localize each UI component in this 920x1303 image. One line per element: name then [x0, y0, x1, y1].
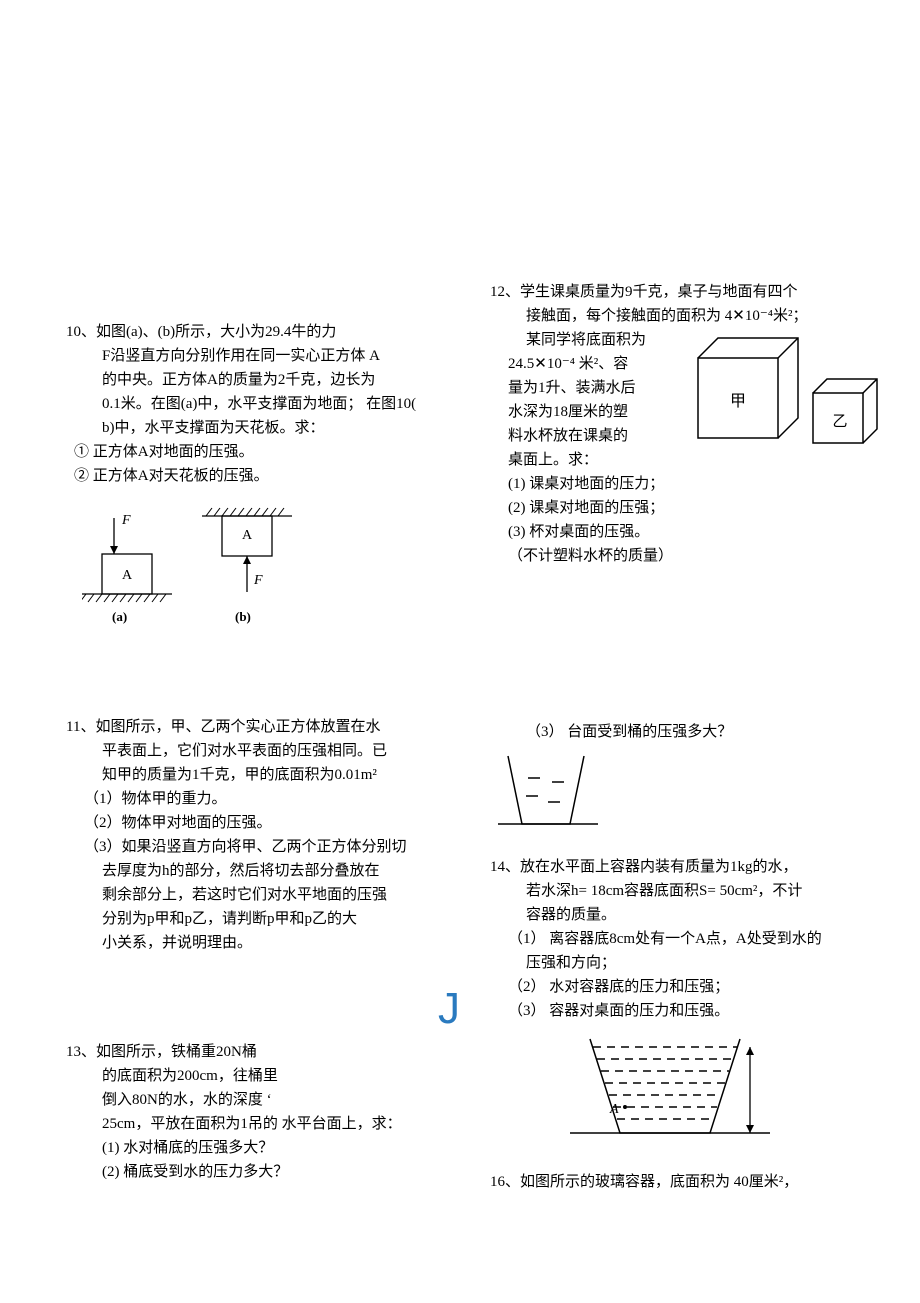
q16-stem: 16、如图所示的玻璃容器，底面积为 40厘米²， [490, 1170, 880, 1194]
question-13-cont: （3） 台面受到桶的压强多大？ [490, 720, 880, 838]
q10-line2: F沿竖直方向分别作用在同一实心正方体 A [66, 344, 466, 368]
q16-num: 16、 [490, 1174, 520, 1190]
q11-sub3d: 分别为p甲和p乙，请判断p甲和p乙的大 [66, 907, 466, 931]
q12-line2: 接触面，每个接触面的面积为 4✕10⁻⁴米²； [490, 304, 880, 328]
q10-fig-A-b: A [242, 528, 253, 543]
q14-line3: 容器的质量。 [490, 903, 880, 927]
q13-sub3: （3） 台面受到桶的压强多大？ [490, 720, 880, 744]
q13-stem: 13、如图所示，铁桶重20N桶 [66, 1040, 466, 1064]
q11-sub3a: （3）如果沿竖直方向将甲、乙两个正方体分别切 [66, 835, 466, 859]
q12-sub2: (2) 课桌对地面的压强； [490, 496, 880, 520]
q11-sub2: （2）物体甲对地面的压强。 [66, 811, 466, 835]
q14-figure: A [570, 1029, 880, 1157]
q11-sub1: （1）物体甲的重力。 [66, 787, 466, 811]
q10-fig-label-a: (a) [112, 609, 127, 624]
q10-sub1: ① 正方体A对地面的压强。 [66, 440, 466, 464]
q13-num: 13、 [66, 1044, 96, 1060]
q12-line1: 学生课桌质量为9千克，桌子与地面有四个 [520, 284, 798, 300]
q13-sub1: (1) 水对桶底的压强多大？ [66, 1136, 466, 1160]
q10-num: 10、 [66, 324, 96, 340]
q14-stem: 14、放在水平面上容器内装有质量为1kg的水， [490, 855, 880, 879]
q10-line3: 的中央。正方体A的质量为2千克，边长为 [66, 368, 466, 392]
question-13: 13、如图所示，铁桶重20N桶 的底面积为200cm，往桶里 倒入80N的水，水… [66, 1040, 466, 1184]
q13-figure [498, 750, 880, 838]
q14-sub2: （2） 水对容器底的压力和压强； [490, 975, 880, 999]
q11-stem: 11、如图所示，甲、乙两个实心正方体放置在水 [66, 715, 466, 739]
q13-line4: 25cm，平放在面积为1吊的 水平台面上，求： [66, 1112, 466, 1136]
question-10: 10、如图(a)、(b)所示，大小为29.4牛的力 F沿竖直方向分别作用在同一实… [66, 320, 466, 634]
q14-sub1a: （1） 离容器底8cm处有一个A点，A处受到水的 [490, 927, 880, 951]
q12-num: 12、 [490, 284, 520, 300]
q10-fig-label-b: (b) [235, 609, 251, 624]
q11-line1: 如图所示，甲、乙两个实心正方体放置在水 [95, 719, 380, 735]
q14-sub3: （3） 容器对桌面的压力和压强。 [490, 999, 880, 1023]
q16-line1: 如图所示的玻璃容器，底面积为 40厘米²， [520, 1174, 798, 1190]
question-16: 16、如图所示的玻璃容器，底面积为 40厘米²， [490, 1170, 880, 1194]
q10-figure: A F (a) A F (b) [82, 506, 466, 634]
q10-line4: 0.1米。在图(a)中，水平支撑面为地面； 在图10( [66, 392, 466, 416]
q12-fig-yi: 乙 [832, 414, 847, 430]
q12-sub1: (1) 课桌对地面的压力； [490, 472, 880, 496]
q12-stem: 12、学生课桌质量为9千克，桌子与地面有四个 [490, 280, 880, 304]
q12-sub3: (3) 杯对桌面的压强。 [490, 520, 880, 544]
q14-sub1b: 压强和方向； [490, 951, 880, 975]
q11-sub3c: 剩余部分上，若这时它们对水平地面的压强 [66, 883, 466, 907]
q14-num: 14、 [490, 859, 520, 875]
j-mark: J [438, 974, 460, 1044]
q11-num: 11、 [66, 719, 95, 735]
q14-line2: 若水深h= 18cm容器底面积S= 50cm²，不计 [490, 879, 880, 903]
q11-sub3e: 小关系，并说明理由。 [66, 931, 466, 955]
q11-line3: 知甲的质量为1千克，甲的底面积为0.01m² [66, 763, 466, 787]
q12-note: （不计塑料水杯的质量） [490, 544, 880, 568]
question-14: 14、放在水平面上容器内装有质量为1kg的水， 若水深h= 18cm容器底面积S… [490, 855, 880, 1157]
q10-sub2: ② 正方体A对天花板的压强。 [66, 464, 466, 488]
question-12: 12、学生课桌质量为9千克，桌子与地面有四个 接触面，每个接触面的面积为 4✕1… [490, 280, 880, 568]
q11-sub3b: 去厚度为h的部分，然后将切去部分叠放在 [66, 859, 466, 883]
question-11: 11、如图所示，甲、乙两个实心正方体放置在水 平表面上，它们对水平表面的压强相同… [66, 715, 466, 955]
q13-line2: 的底面积为200cm，往桶里 [66, 1064, 466, 1088]
q14-fig-A: A [609, 1102, 619, 1117]
q10-fig-A-a: A [122, 568, 133, 583]
q13-sub2: (2) 桶底受到水的压力多大？ [66, 1160, 466, 1184]
q10-fig-F-a: F [121, 513, 131, 528]
q10-line1: 如图(a)、(b)所示，大小为29.4牛的力 [96, 324, 336, 340]
q10-fig-F-b: F [253, 573, 263, 588]
q10-line5: b)中，水平支撑面为天花板。求： [66, 416, 466, 440]
q14-line1: 放在水平面上容器内装有质量为1kg的水， [520, 859, 798, 875]
q13-line3: 倒入80N的水，水的深度 ‘ [66, 1088, 466, 1112]
q12-figure: 甲 乙 [688, 328, 888, 466]
q12-fig-jia: 甲 [730, 393, 746, 410]
q10-stem: 10、如图(a)、(b)所示，大小为29.4牛的力 [66, 320, 466, 344]
q13-line1: 如图所示，铁桶重20N桶 [96, 1044, 257, 1060]
q11-line2: 平表面上，它们对水平表面的压强相同。已 [66, 739, 466, 763]
